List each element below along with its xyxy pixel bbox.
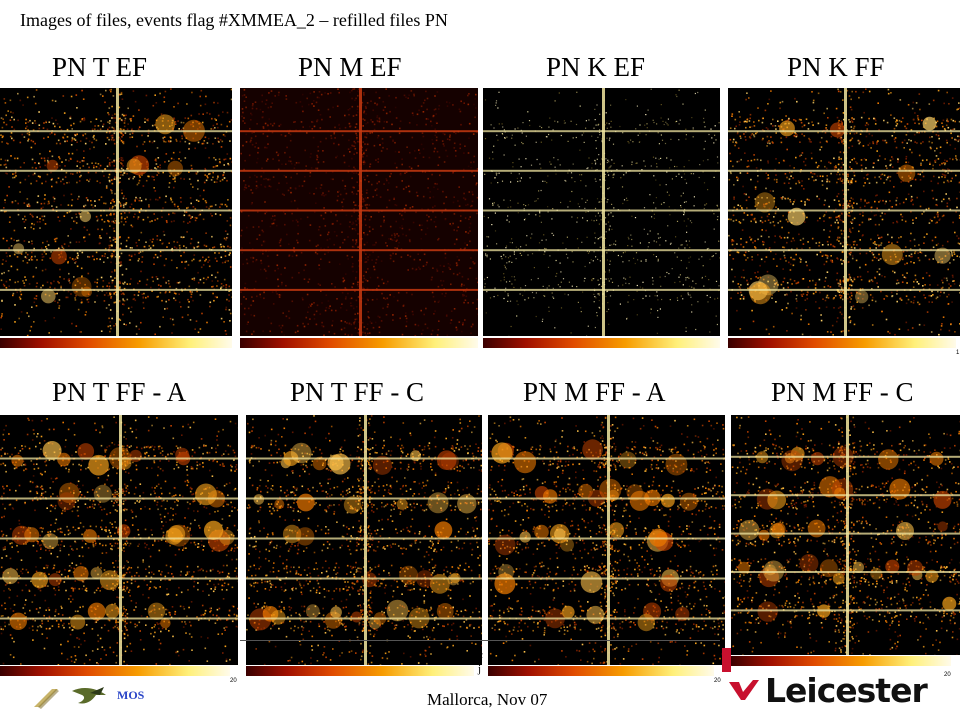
colorbar — [731, 656, 951, 666]
venue-date: Mallorca, Nov 07 — [427, 690, 548, 709]
image-pn-t-ef — [0, 88, 232, 336]
image-pn-t-ff-c — [246, 415, 482, 665]
colorbar-scale: 1 — [956, 350, 960, 356]
image-pn-m-ef — [240, 88, 478, 336]
image-pn-m-ff-c — [731, 415, 960, 655]
slide-title: Images of files, events flag #XMMEA_2 – … — [20, 10, 448, 30]
panel-label-pn-m-ff-a: PN M FF - A — [523, 377, 666, 407]
panel-label-pn-t-ef: PN T EF — [52, 52, 148, 82]
leicester-shield-icon — [722, 648, 731, 672]
colorbar-scale: 20 — [944, 672, 951, 678]
colorbar-scale: 20 — [714, 678, 721, 684]
panel-label-pn-m-ef: PN M EF — [298, 52, 402, 82]
panel-label-pn-k-ff: PN K FF — [787, 52, 885, 82]
leicester-emblem-icon — [729, 680, 759, 700]
mos-logo-icon — [34, 687, 106, 709]
colorbar — [0, 338, 232, 348]
image-pn-m-ff-a — [488, 415, 725, 665]
panel-label-pn-t-ff-c: PN T FF - C — [290, 377, 425, 407]
colorbar — [246, 666, 474, 676]
image-pn-t-ff-a — [0, 415, 238, 665]
image-pn-k-ef — [483, 88, 720, 336]
footer-divider — [240, 640, 720, 641]
colorbar — [488, 666, 714, 676]
colorbar — [728, 338, 956, 348]
colorbar — [483, 338, 720, 348]
colorbar-scale: 20 — [230, 678, 237, 684]
mos-label: MOS — [117, 688, 145, 702]
colorbar — [0, 666, 230, 676]
panel-label-pn-t-ff-a: PN T FF - A — [52, 377, 187, 407]
colorbar — [240, 338, 478, 348]
leicester-logo: Leicester — [765, 671, 928, 710]
image-pn-k-ff — [728, 88, 960, 336]
panel-label-pn-m-ff-c: PN M FF - C — [771, 377, 914, 407]
panel-label-pn-k-ef: PN K EF — [546, 52, 646, 82]
footer-fragment: c j — [478, 649, 483, 675]
